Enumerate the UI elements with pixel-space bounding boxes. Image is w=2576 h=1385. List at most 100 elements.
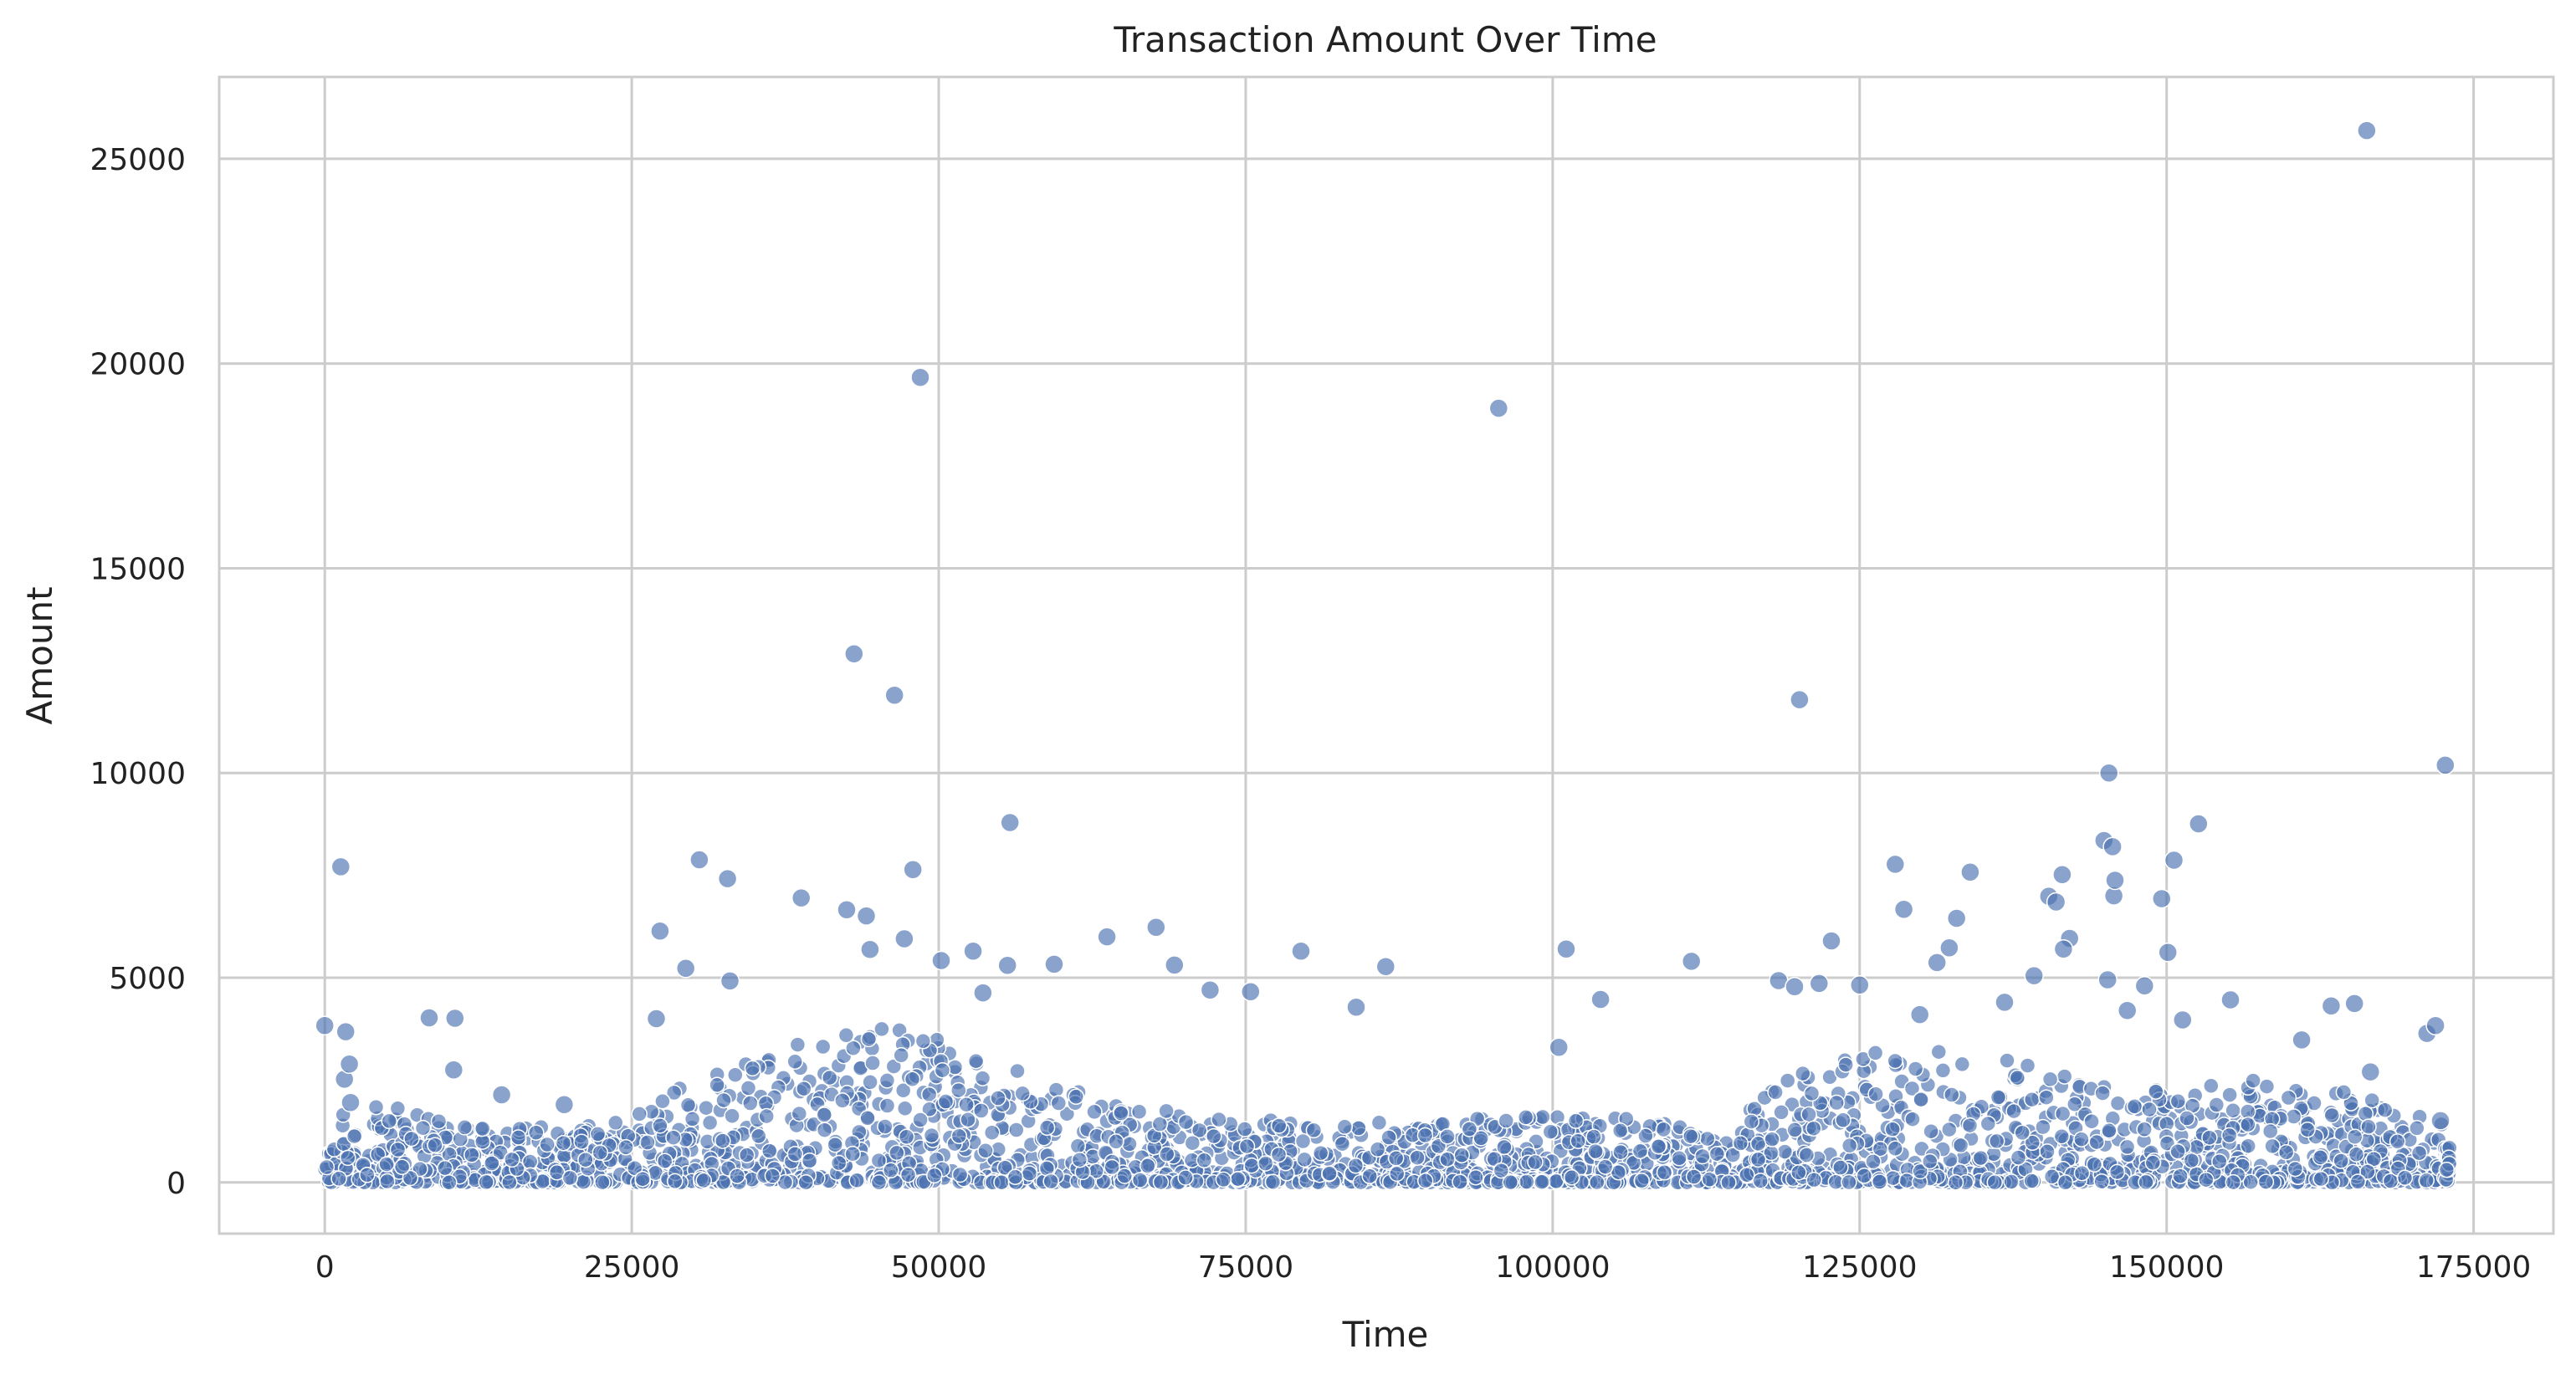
data-point xyxy=(1130,1103,1148,1121)
data-point xyxy=(389,1100,407,1117)
data-point xyxy=(1191,1122,1208,1139)
data-point xyxy=(1986,1173,2004,1191)
x-tick-label: 125000 xyxy=(1802,1250,1917,1285)
data-point xyxy=(1764,1131,1780,1147)
data-point xyxy=(837,1027,855,1044)
data-point xyxy=(896,1100,914,1117)
x-axis-label: Time xyxy=(1342,1314,1429,1355)
data-point xyxy=(339,1054,360,1075)
data-point xyxy=(2208,1096,2225,1113)
data-point xyxy=(1058,1105,1076,1122)
x-tick-label: 50000 xyxy=(891,1250,987,1285)
data-point xyxy=(1773,1104,1790,1121)
data-point xyxy=(1590,989,1611,1009)
data-point xyxy=(2086,1156,2103,1173)
data-point xyxy=(1047,1081,1065,1098)
data-point xyxy=(1347,1158,1365,1174)
data-points xyxy=(315,120,2459,1191)
data-point xyxy=(1930,1043,1948,1060)
data-point xyxy=(1752,1173,1769,1189)
data-point xyxy=(870,1174,888,1191)
data-point xyxy=(2003,1173,2020,1190)
data-point xyxy=(1724,1147,1742,1163)
data-point xyxy=(441,1174,458,1191)
data-point xyxy=(860,939,880,959)
data-point xyxy=(1534,1108,1551,1126)
data-point xyxy=(1720,1174,1737,1191)
data-point xyxy=(2141,1101,2158,1118)
data-point xyxy=(2144,1154,2162,1172)
data-point xyxy=(801,1152,818,1169)
data-point xyxy=(701,1114,719,1132)
data-point xyxy=(573,1133,590,1151)
data-point xyxy=(1912,1163,1928,1180)
data-point xyxy=(1927,953,1947,973)
data-point xyxy=(2164,850,2184,871)
data-point xyxy=(1909,1004,1930,1025)
data-point xyxy=(1238,1137,1256,1155)
data-point xyxy=(914,1033,932,1050)
data-point xyxy=(2173,1009,2193,1030)
data-point xyxy=(2105,870,2125,891)
y-tick-label: 10000 xyxy=(90,757,186,791)
data-point xyxy=(1871,1173,1888,1190)
data-point xyxy=(1206,1127,1222,1145)
data-point xyxy=(1837,1056,1854,1073)
data-point xyxy=(510,1129,527,1146)
data-point xyxy=(2183,1152,2200,1169)
data-point xyxy=(1655,1121,1672,1138)
data-point xyxy=(1270,1117,1288,1134)
data-point xyxy=(1841,1137,1858,1154)
data-point xyxy=(1008,1122,1025,1138)
data-point xyxy=(2245,1072,2261,1089)
data-point xyxy=(1097,927,1117,947)
data-point xyxy=(923,1127,940,1144)
data-point xyxy=(1850,975,1870,995)
data-point xyxy=(1305,1122,1323,1139)
data-point xyxy=(834,1092,851,1109)
data-point xyxy=(1375,957,1396,977)
data-point xyxy=(430,1112,448,1130)
data-point xyxy=(2240,1116,2256,1133)
data-point xyxy=(1116,1168,1133,1184)
data-point xyxy=(789,1036,807,1053)
data-point xyxy=(963,941,983,961)
data-point xyxy=(934,1061,951,1079)
data-point xyxy=(859,1110,876,1127)
data-point xyxy=(2312,1149,2329,1166)
data-point xyxy=(698,1099,714,1117)
data-point xyxy=(2043,1168,2061,1185)
data-point xyxy=(594,1173,611,1191)
data-point xyxy=(827,1136,843,1153)
data-point xyxy=(501,1173,518,1191)
data-point xyxy=(1922,1152,1938,1170)
data-point xyxy=(539,1136,556,1153)
data-point xyxy=(2425,1015,2445,1036)
data-point xyxy=(958,1096,975,1113)
data-point xyxy=(1939,938,1959,958)
data-point xyxy=(848,1172,865,1189)
data-point xyxy=(1867,1045,1884,1061)
data-point xyxy=(1334,1135,1351,1152)
data-point xyxy=(814,1038,832,1055)
data-point xyxy=(2292,1030,2312,1050)
data-point xyxy=(2409,1120,2425,1137)
data-point xyxy=(484,1155,500,1172)
data-point xyxy=(2418,1172,2435,1189)
data-point xyxy=(1200,979,1221,1000)
x-tick-label: 100000 xyxy=(1495,1250,1610,1285)
data-point xyxy=(1496,1138,1513,1156)
data-point xyxy=(1990,1089,2007,1106)
y-tick-label: 25000 xyxy=(90,143,186,177)
data-point xyxy=(1104,1158,1120,1176)
data-point xyxy=(894,928,914,949)
data-point xyxy=(816,1122,833,1138)
data-point xyxy=(884,685,904,705)
data-point xyxy=(2109,1095,2127,1112)
data-point xyxy=(654,1092,671,1110)
data-point xyxy=(2138,1173,2154,1191)
data-point xyxy=(1800,1106,1817,1123)
data-point xyxy=(1165,955,1185,975)
data-point xyxy=(2038,1089,2055,1106)
data-point xyxy=(1121,1136,1138,1152)
